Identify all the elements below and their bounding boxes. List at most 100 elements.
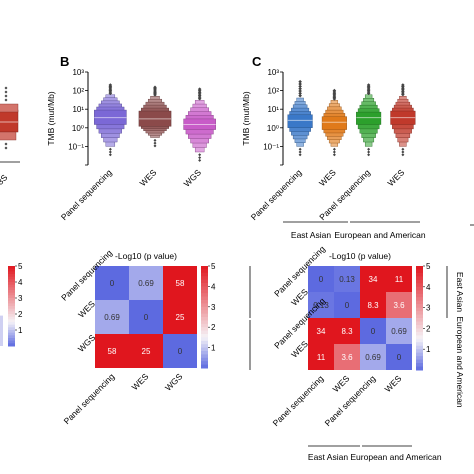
heatmap-cell-fill <box>129 300 163 334</box>
outlier-point <box>4 94 8 98</box>
outlier-point <box>401 150 405 154</box>
colorbar-segment <box>201 289 208 294</box>
colorbar-segment <box>416 283 423 288</box>
x-tick-label: Panel sequencing <box>59 167 114 222</box>
heatmap-cell-label: 58 <box>176 279 185 288</box>
colorbar-segment <box>201 313 208 318</box>
heatmap-cell: 34 <box>360 266 386 292</box>
outlier-point <box>153 141 157 145</box>
colorbar-segment <box>201 364 208 369</box>
row-group-label-east-asian: East Asian <box>455 272 465 312</box>
colorbar-segment <box>416 363 423 368</box>
heatmap-cell-label: 58 <box>108 347 117 356</box>
heatmap-cell-fill <box>386 292 412 318</box>
colorbar-segment <box>416 324 423 329</box>
colorbar-segment <box>416 290 423 295</box>
outlier-point <box>4 86 8 90</box>
colorbar-segment <box>201 327 208 332</box>
x-tick-label: WES <box>386 167 407 188</box>
heatmap-cell-label: 11 <box>317 353 326 362</box>
panel-d-heatmap-partial: East Asian European and American <box>446 266 465 408</box>
heatmap-cell-fill <box>163 300 197 334</box>
heatmap-cell-fill <box>163 334 197 368</box>
heatmap-cell: 11 <box>386 266 412 292</box>
panel-c-heatmap: -Log10 (p value)0 0.13 34 110.13 0 8.3 3.634 8.… <box>249 244 442 462</box>
heatmap-cell-fill <box>386 318 412 344</box>
boxen-level-0 <box>0 109 19 133</box>
panel-a-heatmap-colorbar: 1 2 3 4 5 <box>0 262 23 347</box>
heatmap-cell-label: 0.69 <box>391 327 407 336</box>
outlier-point <box>367 150 371 154</box>
outlier-point <box>298 89 302 93</box>
boxen-1 <box>321 88 347 157</box>
heatmap-cell-fill <box>334 344 360 370</box>
colorbar-tick-label: 4 <box>426 283 431 292</box>
heatmap-cell-fill <box>129 266 163 300</box>
colorbar-segment <box>201 334 208 338</box>
heatmap-cell: 0.69 <box>360 344 386 370</box>
colorbar-segment <box>416 352 423 357</box>
colorbar-segment <box>8 340 15 344</box>
outlier-point <box>332 153 336 157</box>
heatmap-cell: 11 <box>308 344 334 370</box>
colorbar-segment <box>8 276 15 280</box>
outlier-point <box>108 83 113 87</box>
colorbar-segment <box>8 338 15 342</box>
outlier-point <box>153 138 157 142</box>
colorbar-segment <box>8 271 15 275</box>
boxen-2 <box>356 83 382 157</box>
heatmap-cell-label: 0 <box>319 275 324 284</box>
heatmap-title: -Log10 (p value) <box>115 251 177 261</box>
boxen-3 <box>390 83 416 157</box>
y-tick-label: 10³ <box>267 68 279 77</box>
x-tick-label: 3S <box>0 172 10 187</box>
heatmap-cell: 34 <box>308 318 334 344</box>
colorbar-segment <box>201 310 208 315</box>
outlier-point <box>197 87 202 91</box>
heatmap-cell-label: 25 <box>142 347 151 356</box>
colorbar-segment <box>8 300 15 304</box>
boxen-0 <box>287 79 313 157</box>
outlier-point <box>298 79 302 84</box>
heatmap-cell-label: 0.69 <box>138 279 154 288</box>
colorbar-segment <box>201 293 208 298</box>
colorbar-segment <box>8 332 15 336</box>
colorbar-segment <box>8 295 15 299</box>
y-tick-label: 10² <box>267 87 279 96</box>
outlier-point <box>332 88 337 93</box>
colorbar: 1 2 3 4 5 <box>201 262 216 369</box>
heatmap-cell: 8.3 <box>334 318 360 344</box>
colorbar-segment <box>8 327 15 331</box>
colorbar: 1 2 3 4 5 <box>416 262 431 371</box>
colorbar-segment <box>416 297 423 302</box>
panel-letter-b: B <box>60 54 69 69</box>
colorbar-segment <box>201 296 208 301</box>
colorbar-segment <box>201 320 208 325</box>
y-tick-label: 10⁰ <box>72 124 84 133</box>
heatmap-cell-fill <box>360 344 386 370</box>
colorbar-tick-label: 1 <box>18 326 23 335</box>
outlier-point <box>198 153 202 157</box>
colorbar-segment <box>8 268 15 272</box>
outlier-point <box>401 147 405 151</box>
col-group-label-european-american: European and American <box>350 452 441 462</box>
outlier-point <box>108 147 112 151</box>
colorbar-tick-label: 1 <box>426 345 431 354</box>
colorbar-segment <box>201 347 208 352</box>
colorbar-segment <box>416 345 423 350</box>
heatmap-cell: 0 <box>334 292 360 318</box>
colorbar-segment <box>8 314 15 318</box>
heatmap-cell: 0 <box>129 300 163 334</box>
y-axis-label: TMB (mut/Mb) <box>46 91 56 145</box>
colorbar-tick-label: 3 <box>18 294 23 303</box>
heatmap-cell-label: 0.13 <box>339 275 355 284</box>
colorbar-segment <box>416 314 423 319</box>
outlier-point <box>298 147 302 151</box>
colorbar-segment <box>8 322 15 326</box>
group-label-east-asian: East Asian <box>291 230 331 240</box>
outlier-point <box>367 147 371 151</box>
heatmap-col-label: Panel sequencing <box>62 371 117 426</box>
colorbar-segment <box>8 316 15 320</box>
colorbar-segment <box>201 300 208 304</box>
heatmap-cell: 0 <box>308 266 334 292</box>
